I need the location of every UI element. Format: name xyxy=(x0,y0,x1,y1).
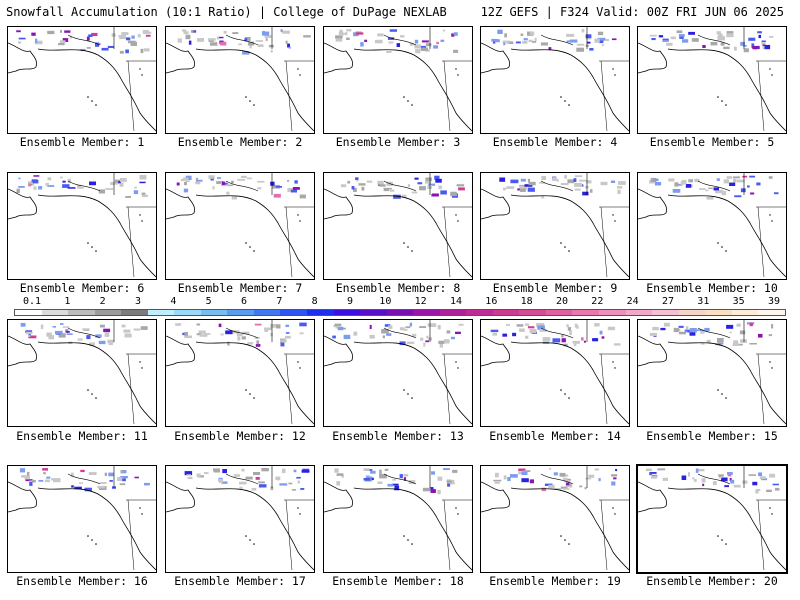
ensemble-member-label-16: Ensemble Member: 16 xyxy=(16,574,148,588)
ensemble-member-map-5[interactable] xyxy=(637,26,787,134)
colorbar-tick-labels: 0.1 1 2 3 4 5 6 7 8 9 10 12 14 16 18 20 22 24 27 31 35 39 xyxy=(14,296,786,308)
colorbar-swatch-7 xyxy=(200,310,228,315)
colorbar-swatch-24 xyxy=(652,310,679,315)
ensemble-member-label-11: Ensemble Member: 11 xyxy=(16,429,148,443)
colorbar-swatch-19 xyxy=(519,310,546,315)
ensemble-member-map-1[interactable] xyxy=(7,26,157,134)
colorbar-swatch-15 xyxy=(413,310,440,315)
ensemble-member-label-17: Ensemble Member: 17 xyxy=(174,574,306,588)
colorbar-swatch-14 xyxy=(386,310,414,315)
model-run-info: 12Z GEFS | F324 Valid: 00Z FRI JUN 06 20… xyxy=(480,5,784,19)
ensemble-member-label-7: Ensemble Member: 7 xyxy=(177,281,303,295)
colorbar-swatch-0 xyxy=(15,310,42,315)
colorbar-tick-label: 9 xyxy=(346,296,354,307)
ensemble-member-map-16[interactable] xyxy=(7,465,157,573)
colorbar-tick-label: 16 xyxy=(485,296,498,307)
ensemble-member-map-13[interactable] xyxy=(323,319,473,427)
colorbar-swatch-11 xyxy=(307,310,334,315)
colorbar-tick-label: 35 xyxy=(732,296,745,307)
ensemble-member-map-19[interactable] xyxy=(480,465,630,573)
ensemble-member-label-8: Ensemble Member: 8 xyxy=(335,281,461,295)
colorbar-tick-label: 5 xyxy=(205,296,212,307)
colorbar-swatch-8 xyxy=(227,310,254,315)
ensemble-member-label-4: Ensemble Member: 4 xyxy=(492,135,618,149)
ensemble-member-map-11[interactable] xyxy=(7,319,157,427)
colorbar-swatch-28 xyxy=(758,310,785,315)
ensemble-member-label-9: Ensemble Member: 9 xyxy=(492,281,618,295)
colorbar-tick-label: 24 xyxy=(626,296,639,307)
ensemble-member-map-2[interactable] xyxy=(165,26,315,134)
map-title: Snowfall Accumulation (10:1 Ratio) | Col… xyxy=(6,5,447,19)
ensemble-member-map-8[interactable] xyxy=(323,172,473,280)
colorbar-swatch-5 xyxy=(147,310,175,315)
ensemble-member-label-14: Ensemble Member: 14 xyxy=(489,429,621,443)
colorbar-tick-label: 27 xyxy=(661,296,675,307)
colorbar-tick-label: 14 xyxy=(449,296,463,307)
colorbar-tick-label: 6 xyxy=(240,296,248,307)
ensemble-member-label-1: Ensemble Member: 1 xyxy=(19,135,145,149)
colorbar-swatch-23 xyxy=(625,310,653,315)
snowfall-colorbar xyxy=(14,309,786,316)
colorbar-tick-label: 3 xyxy=(134,296,142,307)
ensemble-member-map-20[interactable] xyxy=(636,464,788,574)
colorbar-tick-label: 10 xyxy=(379,296,392,307)
colorbar-tick-label: 0.1 xyxy=(22,296,42,307)
colorbar-tick-label: 12 xyxy=(414,296,427,307)
colorbar-tick-label: 31 xyxy=(697,296,710,307)
colorbar-swatch-27 xyxy=(731,310,759,315)
colorbar-swatch-20 xyxy=(545,310,573,315)
colorbar-swatch-1 xyxy=(41,310,69,315)
colorbar-swatch-12 xyxy=(333,310,361,315)
ensemble-member-label-6: Ensemble Member: 6 xyxy=(19,281,145,295)
colorbar-swatch-21 xyxy=(572,310,600,315)
colorbar-swatch-10 xyxy=(280,310,308,315)
ensemble-member-label-18: Ensemble Member: 18 xyxy=(332,574,464,588)
ensemble-member-map-10[interactable] xyxy=(637,172,787,280)
ensemble-member-map-6[interactable] xyxy=(7,172,157,280)
colorbar-swatch-17 xyxy=(466,310,493,315)
ensemble-member-map-3[interactable] xyxy=(323,26,473,134)
colorbar-tick-label: 7 xyxy=(276,296,283,307)
colorbar-swatch-18 xyxy=(492,310,520,315)
ensemble-member-label-2: Ensemble Member: 2 xyxy=(177,135,303,149)
colorbar-tick-label: 39 xyxy=(767,296,781,307)
ensemble-member-label-13: Ensemble Member: 13 xyxy=(332,429,464,443)
colorbar-swatch-16 xyxy=(439,310,467,315)
ensemble-member-map-18[interactable] xyxy=(323,465,473,573)
colorbar-swatch-9 xyxy=(253,310,281,315)
colorbar-tick-label: 8 xyxy=(311,296,318,307)
colorbar-swatch-3 xyxy=(94,310,122,315)
ensemble-member-map-12[interactable] xyxy=(165,319,315,427)
ensemble-member-map-17[interactable] xyxy=(165,465,315,573)
ensemble-member-map-15[interactable] xyxy=(637,319,787,427)
colorbar-tick-label: 20 xyxy=(555,296,569,307)
ensemble-member-map-7[interactable] xyxy=(165,172,315,280)
colorbar-tick-label: 4 xyxy=(170,296,177,307)
ensemble-member-label-20: Ensemble Member: 20 xyxy=(646,574,778,588)
ensemble-member-label-15: Ensemble Member: 15 xyxy=(646,429,778,443)
colorbar-tick-label: 22 xyxy=(591,296,604,307)
colorbar-tick-label: 18 xyxy=(520,296,533,307)
colorbar-tick-label: 2 xyxy=(99,296,106,307)
colorbar-swatch-22 xyxy=(599,310,626,315)
ensemble-member-map-4[interactable] xyxy=(480,26,630,134)
colorbar-swatch-25 xyxy=(678,310,706,315)
ensemble-member-label-10: Ensemble Member: 10 xyxy=(646,281,778,295)
colorbar-swatch-4 xyxy=(121,310,148,315)
ensemble-member-map-14[interactable] xyxy=(480,319,630,427)
ensemble-member-label-19: Ensemble Member: 19 xyxy=(489,574,621,588)
ensemble-member-label-5: Ensemble Member: 5 xyxy=(649,135,775,149)
colorbar-swatch-2 xyxy=(68,310,95,315)
ensemble-member-map-9[interactable] xyxy=(480,172,630,280)
colorbar-swatch-13 xyxy=(360,310,387,315)
colorbar-swatch-6 xyxy=(174,310,201,315)
ensemble-member-label-12: Ensemble Member: 12 xyxy=(174,429,306,443)
colorbar-tick-label: 1 xyxy=(64,296,71,307)
ensemble-member-label-3: Ensemble Member: 3 xyxy=(335,135,461,149)
colorbar-swatch-26 xyxy=(705,310,732,315)
